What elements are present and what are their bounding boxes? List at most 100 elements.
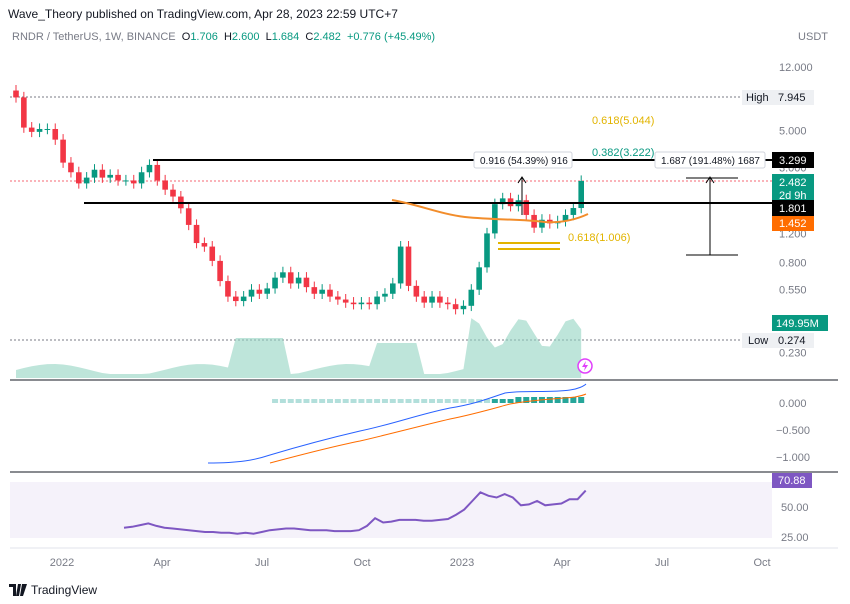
close-value: 2.482 [313,31,341,43]
candle-body [437,296,443,303]
candle-body [287,272,294,284]
candle-body [193,224,200,244]
candle-body [107,174,113,178]
macd-tick-0: 0.000 [779,398,807,410]
macd-histogram-bar [452,399,459,403]
candle-body [248,289,255,297]
candle-body [170,189,176,197]
macd-histogram-bar [554,397,561,403]
price-axis-tick: 0.230 [779,348,807,360]
macd-histogram-bar [546,397,553,403]
candle-body [452,304,459,310]
publisher-line: Wave_Theory published on TradingView.com… [8,7,398,21]
time-axis-tick: Oct [753,557,770,569]
macd-histogram-bar [515,397,522,403]
time-axis-tick: Jul [255,557,269,569]
time-axis-tick: Apr [153,557,170,569]
candle-body [44,128,51,130]
candle-body [76,172,82,184]
candle-body [68,162,74,173]
macd-histogram-bar [570,397,577,403]
macd-histogram-bar [460,399,467,403]
time-axis-tick: Jul [655,557,669,569]
candle-body [303,277,310,288]
candle-body [570,208,577,215]
candle-body [562,214,569,222]
candle-body [123,180,129,182]
price-tag-1801-bg [772,200,814,216]
price-axis-tick: 5.000 [779,125,807,137]
macd-tick-2: −1.000 [776,452,810,464]
high-tag-label: High [746,92,769,104]
candle-body [397,246,404,284]
macd-histogram-bar [272,399,279,403]
rsi-tick-50: 50.00 [781,502,809,514]
price-tag-3299: 3.299 [779,155,807,167]
candles [13,84,584,315]
macd-histogram-bar [311,399,318,403]
macd-histogram-bar [374,399,381,403]
macd-histogram-bar [358,399,365,403]
candle-body [311,287,318,294]
macd-line [207,383,587,464]
macd-histogram-bar [507,399,514,403]
price-tag-ema-bg [772,216,814,231]
candle-body [256,289,263,294]
low-value: 1.684 [271,31,300,43]
high-value: 2.600 [231,31,260,43]
measure-arrow-2-head [705,176,715,184]
volume-area-shape [16,318,582,378]
time-axis-tick: Apr [553,557,570,569]
macd-histogram-bar [491,399,498,403]
signal-line [269,393,587,464]
rsi-tick-25: 25.00 [781,532,809,544]
candle-body [13,90,19,98]
footer-brand-text: TradingView [31,583,98,597]
open-label: O [181,31,191,43]
macd-tick-1: −0.500 [776,425,810,437]
price-tag-3299-bg [772,152,814,168]
close-label: C [305,31,314,43]
candle-body [374,296,380,305]
candle-body [390,283,396,294]
macd-histogram-bar [366,399,373,403]
candle-body [217,260,223,282]
fib-0618-upper: 0.618(5.044) [592,115,654,127]
candle-body [60,139,66,163]
candle-body [499,198,506,205]
low-tag-label: Low [748,335,768,347]
candle-body [280,272,286,278]
price-tag-current-bg [772,174,814,202]
measure-label-2: 1.687 (191.48%) 1687 [661,156,760,167]
measure-label-1: 0.916 (54.39%) 916 [480,156,568,167]
macd-histogram-bar [389,399,396,403]
time-axis-tick: Oct [353,557,370,569]
candle-body [99,169,106,178]
candle-body [476,267,482,290]
rsi-band [10,482,772,538]
time-axis-tick: 2022 [50,557,74,569]
macd-histogram-bar [531,397,538,403]
candle-body [52,128,59,140]
candle-body [358,302,365,305]
macd-histogram-bar [429,399,436,403]
candle-body [209,246,216,261]
candle-body [162,180,168,190]
macd-histogram-bar [405,399,412,403]
candle-body [539,219,545,228]
rsi-tag: 70.88 [778,475,806,487]
candle-body [484,233,490,268]
macd-histogram-bar [562,397,569,403]
macd-histogram-bar [279,399,286,403]
change-value: +0.776 (+45.49%) [346,31,436,43]
candle-body [295,277,302,284]
candle-body [421,296,427,303]
macd-histogram-bar [287,399,294,403]
macd-histogram-bar [303,399,310,403]
volume-tag: 149.95M [776,318,819,330]
time-axis[interactable]: 2022 Apr Jul Oct 2023 Apr Jul Oct [50,557,771,569]
macd-histogram-bar [327,399,333,403]
candle-body [429,296,435,303]
candle-body [185,208,192,225]
